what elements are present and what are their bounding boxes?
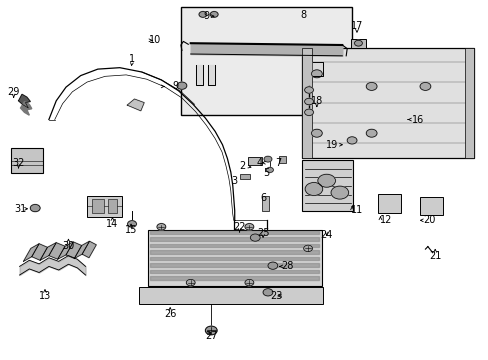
Text: 3: 3 [231, 176, 237, 186]
Text: 10: 10 [149, 35, 162, 45]
Text: 9: 9 [172, 81, 178, 91]
Text: 29: 29 [7, 87, 20, 97]
Text: 21: 21 [428, 251, 441, 261]
Circle shape [267, 262, 277, 269]
Circle shape [264, 156, 271, 162]
Text: 15: 15 [124, 225, 137, 235]
Bar [419, 197, 442, 215]
Circle shape [366, 129, 376, 137]
Text: 22: 22 [233, 222, 245, 232]
Text: 5: 5 [263, 168, 269, 178]
Polygon shape [66, 242, 81, 258]
Polygon shape [74, 241, 89, 258]
Circle shape [305, 183, 322, 195]
Circle shape [419, 82, 430, 90]
Polygon shape [49, 243, 65, 259]
Text: 24: 24 [320, 230, 332, 240]
Bar [107, 199, 117, 213]
Circle shape [311, 129, 322, 137]
Bar [377, 194, 400, 213]
Bar [302, 48, 311, 158]
Text: 16: 16 [411, 114, 424, 125]
Text: 25: 25 [256, 228, 269, 238]
Text: 1: 1 [129, 54, 135, 64]
Polygon shape [195, 65, 203, 85]
Polygon shape [32, 244, 47, 260]
Circle shape [250, 234, 260, 241]
Bar [181, 7, 351, 115]
Circle shape [205, 326, 217, 335]
Polygon shape [58, 242, 73, 259]
Circle shape [210, 12, 218, 17]
Circle shape [330, 186, 348, 199]
Text: 12: 12 [379, 215, 392, 225]
Circle shape [304, 98, 313, 105]
Bar [261, 196, 268, 211]
Circle shape [304, 87, 313, 93]
Circle shape [303, 245, 312, 252]
Text: 13: 13 [39, 291, 51, 301]
Polygon shape [19, 94, 30, 108]
Circle shape [346, 137, 356, 144]
Text: 9: 9 [203, 11, 209, 21]
Text: 27: 27 [204, 330, 217, 341]
Polygon shape [207, 65, 215, 85]
Circle shape [263, 289, 272, 296]
Circle shape [244, 279, 253, 286]
Polygon shape [23, 244, 39, 261]
Circle shape [186, 279, 195, 286]
Text: 28: 28 [281, 261, 293, 271]
Bar [350, 39, 365, 48]
Text: 20: 20 [422, 215, 435, 225]
Circle shape [199, 12, 206, 17]
Text: 32: 32 [12, 158, 25, 168]
Circle shape [177, 82, 186, 89]
Text: 4: 4 [256, 158, 262, 168]
Polygon shape [312, 62, 322, 76]
Bar [147, 230, 321, 286]
Text: 19: 19 [325, 140, 338, 150]
Polygon shape [127, 99, 144, 111]
Text: 8: 8 [300, 10, 305, 20]
Circle shape [317, 174, 335, 187]
Bar [11, 148, 42, 173]
Text: 7: 7 [275, 158, 281, 168]
Circle shape [30, 204, 40, 212]
Bar [139, 287, 322, 304]
Text: 18: 18 [310, 96, 323, 106]
Polygon shape [20, 102, 32, 115]
Text: 30: 30 [62, 240, 75, 251]
Bar [248, 157, 262, 165]
Circle shape [304, 109, 313, 116]
Text: 17: 17 [350, 21, 363, 31]
Circle shape [266, 167, 273, 172]
Circle shape [244, 224, 253, 230]
Text: 11: 11 [350, 204, 363, 215]
Circle shape [311, 70, 322, 78]
Bar [464, 48, 473, 158]
Polygon shape [82, 241, 96, 258]
Bar [302, 48, 473, 158]
Circle shape [157, 224, 165, 230]
Circle shape [354, 40, 362, 46]
Circle shape [127, 221, 136, 227]
Bar [278, 156, 285, 163]
Bar [302, 160, 352, 211]
Text: 2: 2 [239, 161, 244, 171]
Circle shape [366, 82, 376, 90]
Bar [239, 174, 250, 179]
Polygon shape [40, 243, 56, 260]
Bar [87, 196, 122, 217]
Text: 6: 6 [260, 193, 265, 203]
Text: 23: 23 [269, 291, 282, 301]
Text: 31: 31 [14, 204, 27, 214]
Text: 26: 26 [163, 309, 176, 319]
Text: 14: 14 [106, 219, 119, 229]
Bar [92, 199, 104, 213]
